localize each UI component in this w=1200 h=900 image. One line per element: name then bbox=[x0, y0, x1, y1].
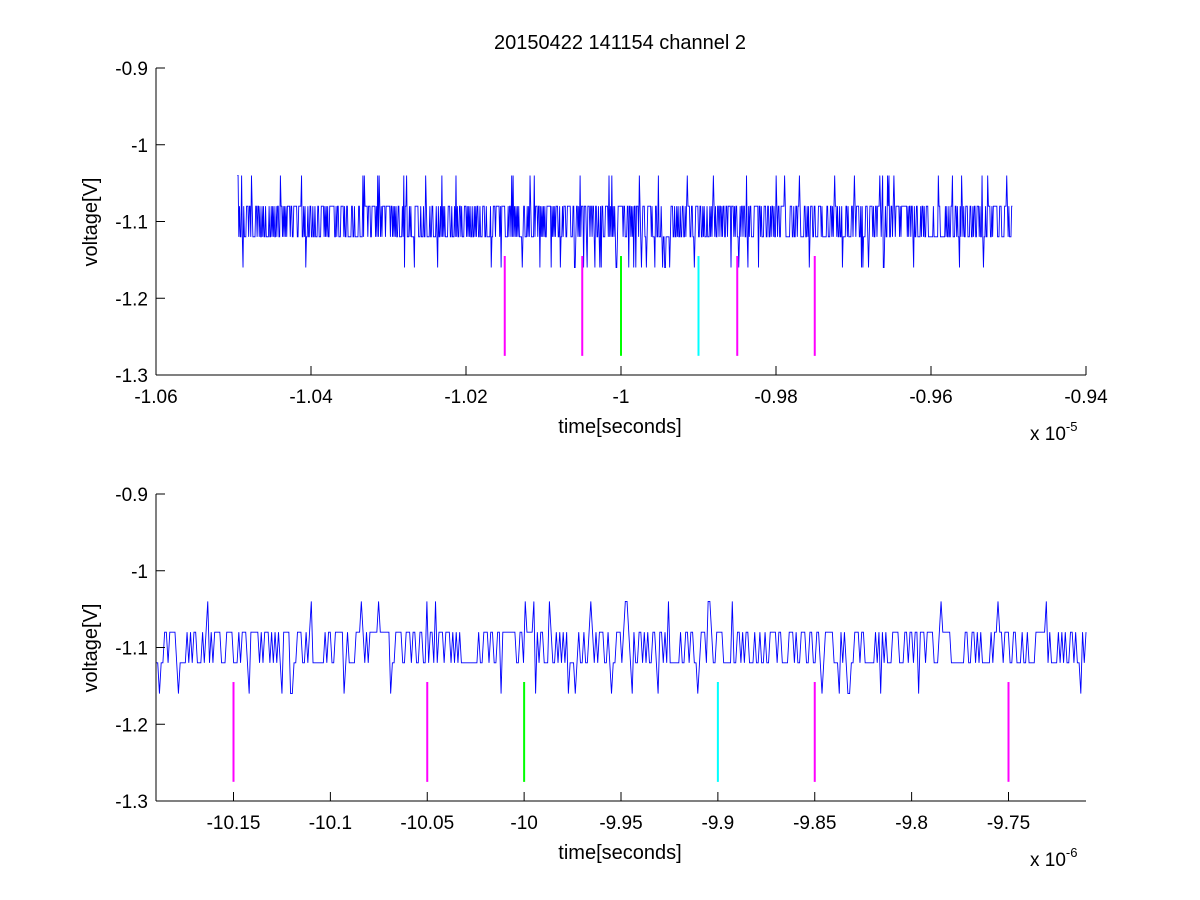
xtick-label-2: -10.05 bbox=[400, 813, 454, 834]
xtick-labels-2: -10.15 -10.1 -10.05 -10 -9.95 -9.9 -9.85 -9.8 -9… bbox=[207, 813, 1031, 834]
xtick-label-2: -10.15 bbox=[207, 813, 261, 834]
ytick-label-1: -0.9 bbox=[115, 59, 148, 80]
axes-frame-1 bbox=[155, 67, 1087, 376]
x-exponent-base-1: x 10 bbox=[1030, 424, 1066, 445]
x-exponent-base-2: x 10 bbox=[1030, 850, 1066, 871]
xtick-label-2: -9.85 bbox=[793, 813, 836, 834]
ytick-label-2: -1.1 bbox=[115, 639, 148, 660]
x-exponent-label-2: x 10-6 bbox=[1030, 845, 1077, 871]
ytick-labels-2: -0.9 -1 -1.1 -1.2 -1.3 bbox=[115, 485, 148, 813]
xtick-label-1: -0.96 bbox=[909, 387, 952, 408]
x-exponent-power-2: -6 bbox=[1066, 845, 1078, 860]
ytick-label-2: -0.9 bbox=[115, 485, 148, 506]
x-exponent-power-1: -5 bbox=[1066, 419, 1078, 434]
xtick-label-1: -1.04 bbox=[289, 387, 333, 408]
markers-1 bbox=[503, 256, 816, 356]
ytick-label-1: -1.2 bbox=[115, 289, 148, 310]
ytick-label-2: -1.2 bbox=[115, 715, 148, 736]
ytick-label-1: -1 bbox=[131, 136, 148, 157]
xtick-label-2: -9.9 bbox=[702, 813, 735, 834]
x-axis-label-1: time[seconds] bbox=[558, 416, 681, 438]
signal-trace-2 bbox=[156, 601, 1087, 694]
xtick-label-1: -1 bbox=[613, 387, 630, 408]
ytick-label-2: -1.3 bbox=[115, 792, 148, 813]
ytick-labels-1: -0.9 -1 -1.1 -1.2 -1.3 bbox=[115, 59, 148, 387]
xtick-label-2: -10.1 bbox=[309, 813, 352, 834]
axes-frame-2 bbox=[155, 493, 1086, 802]
xtick-label-1: -1.06 bbox=[134, 387, 177, 408]
xtick-label-2: -9.8 bbox=[895, 813, 928, 834]
subplot-1: -1.06 -1.04 -1.02 -1 -0.98 -0.96 -0.94 -0.9-1-… bbox=[80, 59, 1108, 445]
signal-trace-1 bbox=[237, 175, 1013, 268]
xtick-labels-1: -1.06 -1.04 -1.02 -1 -0.98 -0.96 -0.94 bbox=[134, 387, 1108, 408]
y-axis-label-2: voltage[V] bbox=[80, 604, 102, 693]
ytick-label-1: -1.1 bbox=[115, 213, 148, 234]
ytick-label-1: -1.3 bbox=[115, 366, 148, 387]
xtick-label-2: -9.95 bbox=[599, 813, 642, 834]
signal-2 bbox=[156, 601, 1087, 694]
xtick-label-1: -0.98 bbox=[754, 387, 797, 408]
y-axis-label-1: voltage[V] bbox=[80, 178, 102, 267]
xtick-label-1: -0.94 bbox=[1064, 387, 1108, 408]
markers-2 bbox=[232, 682, 1010, 782]
x-exponent-label-1: x 10-5 bbox=[1030, 419, 1077, 445]
xtick-label-1: -1.02 bbox=[444, 387, 487, 408]
signal-1 bbox=[237, 175, 1013, 268]
figure-title: 20150422 141154 channel 2 bbox=[494, 32, 746, 54]
xtick-label-2: -9.75 bbox=[987, 813, 1030, 834]
ytick-label-2: -1 bbox=[131, 562, 148, 583]
xtick-label-2: -10 bbox=[510, 813, 537, 834]
subplot-2: -10.15 -10.1 -10.05 -10 -9.95 -9.9 -9.85 -9.8 -9… bbox=[80, 485, 1087, 871]
x-axis-label-2: time[seconds] bbox=[558, 842, 681, 864]
